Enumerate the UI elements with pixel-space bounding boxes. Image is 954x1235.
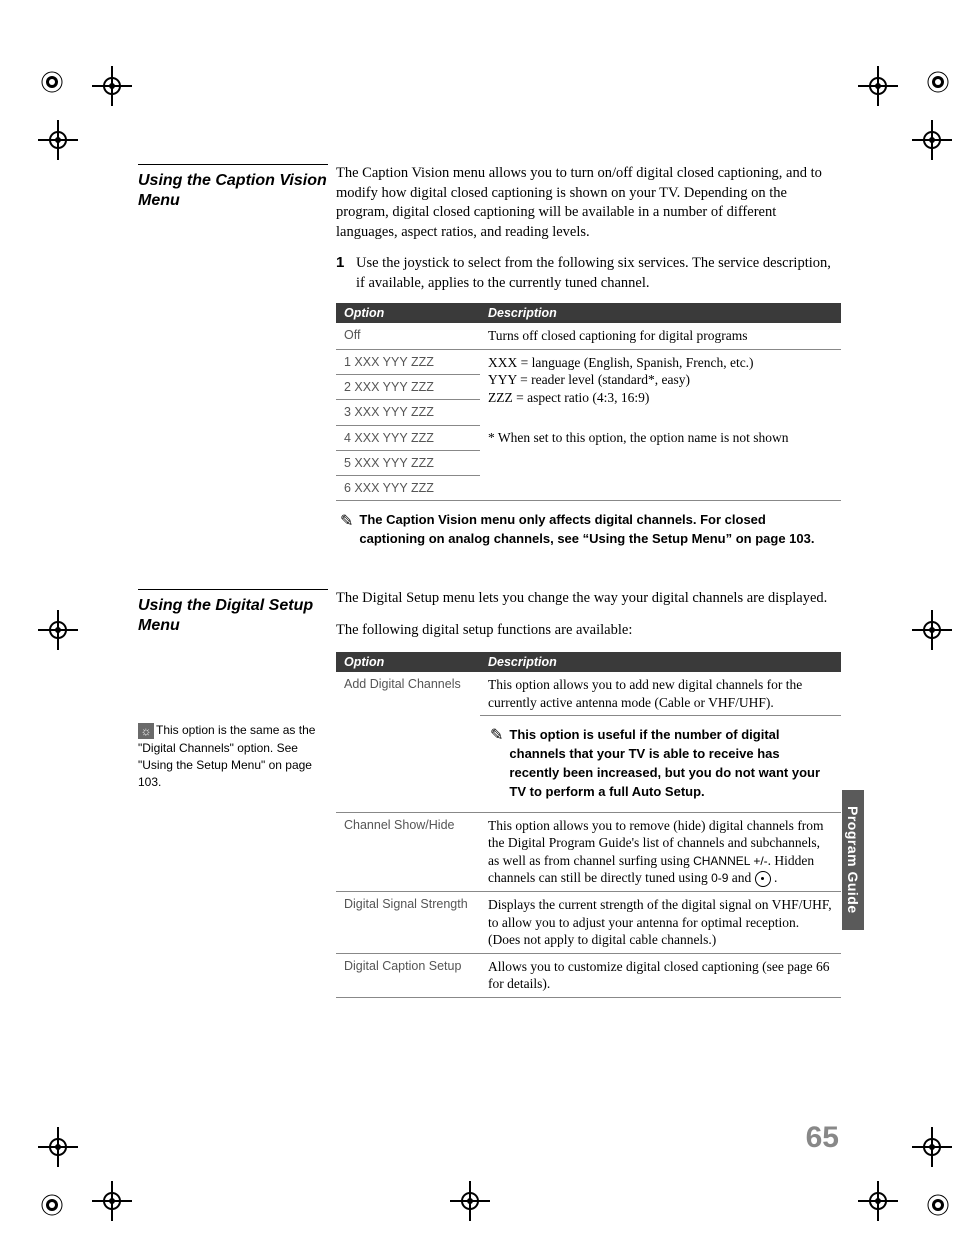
dot-button-icon [755,871,771,887]
table-cell: ✎ This option is useful if the number of… [480,716,841,812]
tip-text: This option is the same as the "Digital … [138,723,315,789]
crop-mark-icon [858,1181,898,1221]
note-text: The Caption Vision menu only affects dig… [359,511,831,549]
crop-mark-icon [38,610,78,650]
page: Program Guide Using the Caption Vision M… [0,0,954,1235]
crop-mark-icon [92,1181,132,1221]
table-cell: 5 XXX YYY ZZZ [336,450,480,475]
intro-paragraph: The Caption Vision menu allows you to tu… [336,164,841,242]
table-cell: Allows you to customize digital closed c… [480,953,841,997]
table-cell: Add Digital Channels [336,672,480,812]
table-cell: 6 XXX YYY ZZZ [336,476,480,501]
table-cell: 2 XXX YYY ZZZ [336,375,480,400]
text: ZZZ = aspect ratio (4:3, 16:9) [488,389,833,407]
section-digital-setup: Using the Digital Setup Menu ☼This optio… [138,589,838,998]
step-number: 1 [336,254,356,293]
note-text: This option is useful if the number of d… [509,726,827,801]
content-area: Using the Caption Vision Menu The Captio… [138,164,838,1038]
table-header-option: Option [336,652,480,672]
registration-mark-icon [40,1193,64,1217]
chapter-tab: Program Guide [842,790,864,930]
table-header-description: Description [480,652,841,672]
table-cell: Displays the current strength of the dig… [480,892,841,954]
registration-mark-icon [40,70,64,94]
table-cell: 3 XXX YYY ZZZ [336,400,480,425]
tip-sidebar: ☼This option is the same as the "Digital… [138,722,328,792]
registration-mark-icon [926,1193,950,1217]
crop-mark-icon [912,610,952,650]
table-cell: This option allows you to remove (hide) … [480,812,841,892]
lightbulb-icon: ☼ [138,723,154,739]
table-cell: XXX = language (English, Spanish, French… [480,349,841,425]
text: 0-9 [711,871,728,885]
text: YYY = reader level (standard*, easy) [488,371,833,389]
text: XXX = language (English, Spanish, French… [488,354,833,372]
intro-paragraph: The following digital setup functions ar… [336,621,841,641]
table-header-option: Option [336,303,480,323]
pencil-icon: ✎ [490,726,503,747]
crop-mark-icon [38,120,78,160]
crop-mark-icon [912,120,952,160]
digital-setup-table: Option Description Add Digital Channels … [336,652,841,998]
pencil-icon: ✎ [340,511,353,531]
table-cell: Off [336,323,480,349]
table-cell: Digital Caption Setup [336,953,480,997]
step-text: Use the joystick to select from the foll… [356,254,841,293]
crop-mark-icon [450,1181,490,1221]
table-cell: Digital Signal Strength [336,892,480,954]
crop-mark-icon [858,66,898,106]
page-number: 65 [806,1121,839,1155]
table-cell: 1 XXX YYY ZZZ [336,349,480,374]
note-block: ✎ The Caption Vision menu only affects d… [336,511,841,549]
crop-mark-icon [912,1127,952,1167]
table-cell: 4 XXX YYY ZZZ [336,425,480,450]
step-row: 1 Use the joystick to select from the fo… [336,254,841,293]
section-heading: Using the Digital Setup Menu [138,589,328,636]
intro-paragraph: The Digital Setup menu lets you change t… [336,589,841,609]
table-cell: Channel Show/Hide [336,812,480,892]
text: CHANNEL +/- [693,854,768,868]
caption-vision-table: Option Description Off Turns off closed … [336,303,841,501]
text: and [728,870,754,885]
registration-mark-icon [926,70,950,94]
crop-mark-icon [38,1127,78,1167]
table-cell: * When set to this option, the option na… [480,425,841,501]
section-heading: Using the Caption Vision Menu [138,164,328,211]
table-cell: This option allows you to add new digita… [480,672,841,716]
text: . [771,870,778,885]
table-header-description: Description [480,303,841,323]
crop-mark-icon [92,66,132,106]
section-caption-vision: Using the Caption Vision Menu The Captio… [138,164,838,549]
table-cell: Turns off closed captioning for digital … [480,323,841,349]
